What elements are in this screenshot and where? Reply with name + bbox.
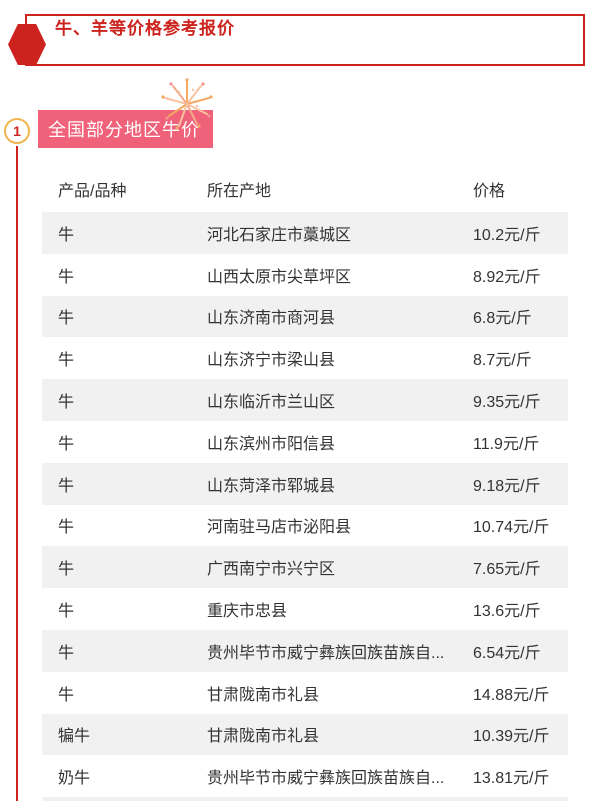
table-row: 牛 河北石家庄市藁城区 10.2元/斤 [42, 212, 568, 254]
table-row: 牛 山东济宁市梁山县 8.7元/斤 [42, 337, 568, 380]
cell-price: 13.81元/斤 [473, 770, 550, 788]
cell-product: 牛 [58, 603, 75, 621]
cell-origin: 贵州毕节市威宁彝族回族苗族自... [207, 644, 445, 662]
table-row: 牛 甘肃陇南市礼县 14.88元/斤 [42, 671, 568, 714]
table-row: 牛 山东临沂市兰山区 9.35元/斤 [42, 379, 568, 421]
table-row: 牛 贵州毕节市威宁彝族回族苗族自... 6.54元/斤 [42, 629, 568, 672]
cell-origin: 山东临沂市兰山区 [207, 394, 336, 412]
cell-product: 牛 [58, 686, 75, 704]
table-row: 牛 山东滨州市阳信县 11.9元/斤 [42, 420, 568, 463]
table-row: 牛 山西太原市尖草坪区 8.92元/斤 [42, 253, 568, 296]
section-number: 1 [13, 123, 21, 139]
cell-price: 10.74元/斤 [473, 519, 550, 537]
cell-origin: 甘肃陇南市礼县 [207, 686, 320, 704]
cell-origin: 山东滨州市阳信县 [207, 435, 336, 453]
column-header-origin: 所在产地 [207, 183, 272, 200]
cell-price: 14.88元/斤 [473, 686, 550, 704]
cell-product: 牛 [58, 561, 75, 579]
cell-price: 6.8元/斤 [473, 310, 532, 328]
cell-price: 9.35元/斤 [473, 394, 541, 412]
section-number-badge: 1 [4, 118, 30, 144]
cell-origin: 甘肃陇南市礼县 [207, 728, 320, 746]
table-row: 奶牛 贵州毕节市威宁彝族回族苗族自... 13.81元/斤 [42, 755, 568, 798]
cell-price: 11.9元/斤 [473, 435, 540, 453]
cell-origin: 河北石家庄市藁城区 [207, 226, 352, 244]
column-header-price: 价格 [473, 183, 506, 200]
cell-product: 牛 [58, 519, 75, 537]
cell-product: 牛 [58, 394, 75, 412]
cell-price: 10.2元/斤 [473, 226, 541, 244]
price-table: 产品/品种 所在产地 价格 牛河北石家庄市藁城区 10.2元/斤牛山西太原市尖草坪… [42, 166, 568, 801]
table-row: 牛 广西南宁市兴宁区 7.65元/斤 [42, 546, 568, 589]
cell-origin: 山东菏泽市郓城县 [207, 477, 336, 495]
timeline-rule [16, 146, 18, 801]
table-row: 牛 河南驻马店市泌阳县 10.74元/斤 [42, 504, 568, 547]
cell-price: 7.65元/斤 [473, 561, 541, 579]
table-row: 犏牛 甘肃陇南市礼县 10.39元/斤 [42, 713, 568, 756]
cell-product: 牛 [58, 435, 75, 453]
cell-origin: 河南驻马店市泌阳县 [207, 519, 352, 537]
cell-product: 牛 [58, 644, 75, 662]
cell-price: 10.39元/斤 [473, 728, 550, 746]
table-row-partial [42, 797, 568, 801]
cell-price: 13.6元/斤 [473, 603, 541, 621]
table-row: 牛 重庆市忠县 13.6元/斤 [42, 588, 568, 630]
table-row: 牛 山东济南市商河县 6.8元/斤 [42, 295, 568, 338]
section-title-badge: 全国部分地区牛价 [38, 110, 213, 148]
cell-product: 犏牛 [58, 728, 91, 746]
cell-origin: 广西南宁市兴宁区 [207, 561, 336, 579]
cell-origin: 贵州毕节市威宁彝族回族苗族自... [207, 770, 445, 788]
cell-product: 牛 [58, 477, 75, 495]
cell-product: 牛 [58, 310, 75, 328]
cell-origin: 山东济南市商河县 [207, 310, 336, 328]
cell-price: 8.7元/斤 [473, 352, 532, 370]
table-header-row: 产品/品种 所在产地 价格 [42, 166, 568, 212]
table-row: 牛 山东菏泽市郓城县 9.18元/斤 [42, 462, 568, 505]
cell-price: 8.92元/斤 [473, 268, 541, 286]
cell-product: 牛 [58, 352, 75, 370]
column-header-product: 产品/品种 [58, 183, 127, 200]
cell-price: 9.18元/斤 [473, 477, 541, 495]
cell-product: 牛 [58, 268, 75, 286]
cell-origin: 重庆市忠县 [207, 603, 288, 621]
cell-product: 奶牛 [58, 770, 91, 788]
page-title: 牛、羊等价格参考报价 [55, 18, 235, 38]
cell-product: 牛 [58, 226, 75, 244]
cell-origin: 山东济宁市梁山县 [207, 352, 336, 370]
cell-origin: 山西太原市尖草坪区 [207, 268, 352, 286]
table-body: 牛河北石家庄市藁城区 10.2元/斤牛山西太原市尖草坪区 8.92元/斤牛山东济南市… [42, 212, 568, 801]
cell-price: 6.54元/斤 [473, 644, 541, 662]
section-title: 全国部分地区牛价 [48, 120, 200, 140]
